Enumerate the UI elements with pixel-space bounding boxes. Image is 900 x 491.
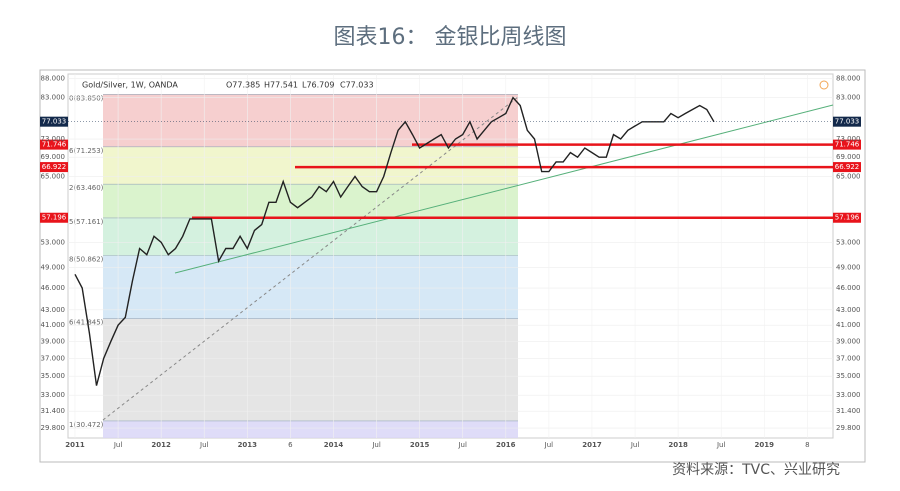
y-tick-label: 39.000 bbox=[41, 337, 66, 345]
x-tick-label: 2016 bbox=[496, 441, 516, 449]
y-tick-label: 37.000 bbox=[41, 354, 66, 362]
fib-band bbox=[103, 184, 518, 218]
fib-trend-line bbox=[102, 96, 519, 421]
fib-label: 8(50.862) bbox=[69, 256, 104, 264]
y2-tick-label: 65.000 bbox=[836, 172, 861, 180]
price-box-left bbox=[40, 212, 68, 223]
y-tick-label: 29.800 bbox=[41, 424, 66, 432]
y2-tick-label: 73.000 bbox=[836, 135, 861, 143]
y-tick-label: 35.000 bbox=[41, 372, 66, 380]
x-tick-label: 2015 bbox=[410, 441, 430, 449]
x-tick-label: Jul bbox=[630, 441, 640, 449]
y2-tick-label: 49.000 bbox=[836, 264, 861, 272]
fib-label: 1(30.472) bbox=[69, 421, 104, 429]
x-tick-label: 8 bbox=[805, 441, 809, 449]
y-tick-label: 43.000 bbox=[41, 306, 66, 314]
current-label-left: 77.033 bbox=[42, 118, 67, 126]
y-tick-label: 31.400 bbox=[41, 407, 66, 415]
ohlc: O77.385 bbox=[226, 81, 260, 90]
y2-tick-label: 46.000 bbox=[836, 284, 861, 292]
fib-band bbox=[103, 420, 518, 438]
fib-band bbox=[103, 318, 518, 421]
price-label-left: 66.922 bbox=[42, 163, 67, 171]
y2-tick-label: 83.000 bbox=[836, 94, 861, 102]
ohlc: C77.033 bbox=[340, 81, 374, 90]
x-tick-label: 2017 bbox=[582, 441, 602, 449]
x-tick-label: 2019 bbox=[755, 441, 775, 449]
y2-tick-label: 88.000 bbox=[836, 75, 861, 83]
y2-tick-label: 33.000 bbox=[836, 391, 861, 399]
ohlc: L76.709 bbox=[302, 81, 334, 90]
fib-band bbox=[103, 217, 518, 256]
y-tick-label: 33.000 bbox=[41, 391, 66, 399]
trend-line bbox=[174, 104, 834, 274]
ohlc: H77.541 bbox=[264, 81, 298, 90]
y2-tick-label: 31.400 bbox=[836, 407, 861, 415]
price-box-left bbox=[40, 139, 68, 150]
price-label-right: 71.746 bbox=[835, 141, 860, 149]
x-tick-label: Jul bbox=[544, 441, 554, 449]
y2-tick-label: 43.000 bbox=[836, 306, 861, 314]
fib-band bbox=[103, 146, 518, 185]
y-tick-label: 46.000 bbox=[41, 284, 66, 292]
source: 资料来源：TVC、兴业研究 bbox=[672, 462, 840, 478]
price-label-left: 71.746 bbox=[42, 141, 67, 149]
x-tick-label: 6 bbox=[288, 441, 293, 449]
x-tick-label: Jul bbox=[371, 441, 381, 449]
price-label-left: 57.196 bbox=[42, 214, 67, 222]
price-box-right bbox=[833, 162, 861, 173]
series-line bbox=[74, 96, 715, 386]
current-box-right bbox=[833, 116, 861, 127]
fib-label: 6(71.253) bbox=[69, 147, 104, 155]
x-tick-label: 2014 bbox=[324, 441, 344, 449]
y2-tick-label: 41.000 bbox=[836, 321, 861, 329]
y-tick-label: 83.000 bbox=[41, 94, 66, 102]
fib-label: 5(57.161) bbox=[69, 218, 104, 226]
y2-tick-label: 53.000 bbox=[836, 238, 861, 246]
price-box-left bbox=[40, 162, 68, 173]
y-tick-label: 88.000 bbox=[41, 75, 66, 83]
alert-icon bbox=[819, 80, 829, 90]
y2-tick-label: 37.000 bbox=[836, 354, 861, 362]
x-tick-label: Jul bbox=[199, 441, 209, 449]
y2-tick-label: 69.000 bbox=[836, 153, 861, 161]
y2-tick-label: 29.800 bbox=[836, 424, 861, 432]
x-tick-label: Jul bbox=[457, 441, 467, 449]
x-tick-label: 2013 bbox=[238, 441, 258, 449]
fib-bands: 0(83.850) 6(71.253) 2(63.460) 5(57.161) 8(50… bbox=[69, 94, 518, 438]
fib-band bbox=[103, 94, 518, 147]
price-label-right: 57.196 bbox=[835, 214, 860, 222]
y2-tick-label: 39.000 bbox=[836, 337, 861, 345]
x-tick-label: 2012 bbox=[151, 441, 171, 449]
y-tick-label: 41.000 bbox=[41, 321, 66, 329]
header: Gold/Silver, 1W, OANDA bbox=[82, 81, 178, 90]
y-tick-label: 53.000 bbox=[41, 238, 66, 246]
price-label-right: 66.922 bbox=[835, 163, 860, 171]
x-tick-label: 2011 bbox=[65, 441, 85, 449]
marks: 71.746 71.746 66.922 66.922 57.196 57.196 77.0… bbox=[40, 96, 861, 386]
y-tick-label: 73.000 bbox=[41, 135, 66, 143]
price-box-right bbox=[833, 212, 861, 223]
price-box-right bbox=[833, 139, 861, 150]
y-tick-label: 65.000 bbox=[41, 172, 66, 180]
x-tick-label: Jul bbox=[716, 441, 726, 449]
fib-band bbox=[103, 255, 518, 319]
fib-label: 2(63.460) bbox=[69, 184, 104, 192]
x-tick-label: Jul bbox=[113, 441, 123, 449]
chart-title: 图表16： 金银比周线图 bbox=[334, 25, 567, 50]
y-tick-label: 69.000 bbox=[41, 153, 66, 161]
y-tick-label: 49.000 bbox=[41, 264, 66, 272]
y2-tick-label: 35.000 bbox=[836, 372, 861, 380]
fib-label: 6(41.845) bbox=[69, 319, 104, 327]
current-label-right: 77.033 bbox=[835, 118, 860, 126]
current-box-left bbox=[40, 116, 68, 127]
x-tick-label: 2018 bbox=[668, 441, 688, 449]
fib-label: 0(83.850) bbox=[69, 94, 104, 102]
